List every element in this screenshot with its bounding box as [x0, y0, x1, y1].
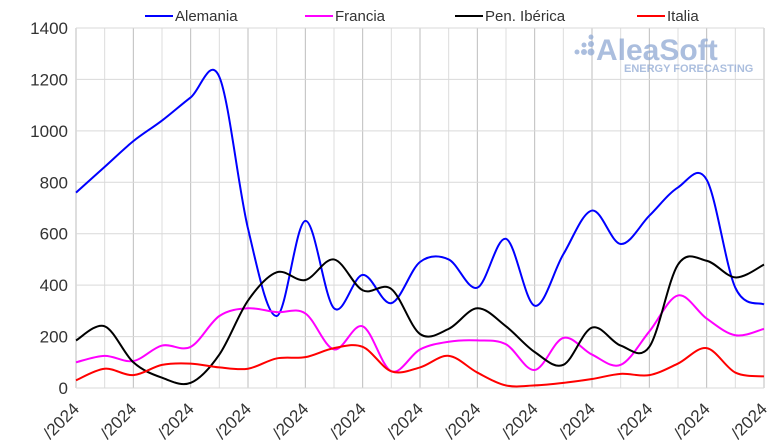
- x-tick-label: /2024: [154, 399, 198, 440]
- series-line-pen-ib-rica: [75, 255, 765, 386]
- x-tick-label: /2024: [326, 399, 370, 440]
- y-tick-label: 1200: [30, 70, 68, 89]
- legend-label: Alemania: [175, 8, 238, 25]
- series-line-italia: [75, 344, 765, 388]
- logo-name: AleaSoft: [596, 34, 718, 67]
- x-tick-label: /2024: [556, 399, 600, 440]
- legend: Alemania Francia Pen. Ibérica Italia: [145, 8, 699, 25]
- legend-item: Francia: [305, 8, 386, 25]
- x-tick-label: /2024: [498, 399, 542, 440]
- legend-label: Francia: [335, 8, 386, 25]
- x-tick-label: /2024: [441, 399, 485, 440]
- y-axis: 0 200 400 600 800 1000 1200 1400: [30, 19, 68, 398]
- legend-label: Pen. Ibérica: [485, 8, 566, 25]
- x-tick-label: /2024: [384, 399, 428, 440]
- y-tick-label: 800: [40, 173, 68, 192]
- series-line-francia: [75, 294, 765, 373]
- y-tick-label: 400: [40, 276, 68, 295]
- y-tick-label: 200: [40, 328, 68, 347]
- series-lines: [75, 68, 765, 388]
- y-tick-label: 1400: [30, 19, 68, 38]
- x-tick-label: /2024: [670, 399, 714, 440]
- y-tick-label: 0: [59, 379, 68, 398]
- legend-item: Alemania: [145, 8, 238, 25]
- legend-label: Italia: [667, 8, 699, 25]
- logo-tagline: ENERGY FORECASTING: [624, 63, 753, 75]
- x-tick-label: /2024: [613, 399, 657, 440]
- y-tick-label: 1000: [30, 122, 68, 141]
- x-tick-label: /2024: [269, 399, 313, 440]
- x-tick-label: /2024: [212, 399, 256, 440]
- aleasoft-logo: AleaSoft ENERGY FORECASTING: [574, 34, 753, 75]
- x-tick-label: /2024: [40, 399, 84, 440]
- legend-item: Pen. Ibérica: [455, 8, 566, 25]
- x-axis: /2024/2024/2024/2024/2024/2024/2024/2024…: [40, 399, 772, 440]
- y-tick-label: 600: [40, 225, 68, 244]
- x-tick-label: /2024: [728, 399, 772, 440]
- x-tick-label: /2024: [97, 399, 141, 440]
- series-line-alemania: [75, 68, 765, 317]
- legend-item: Italia: [637, 8, 699, 25]
